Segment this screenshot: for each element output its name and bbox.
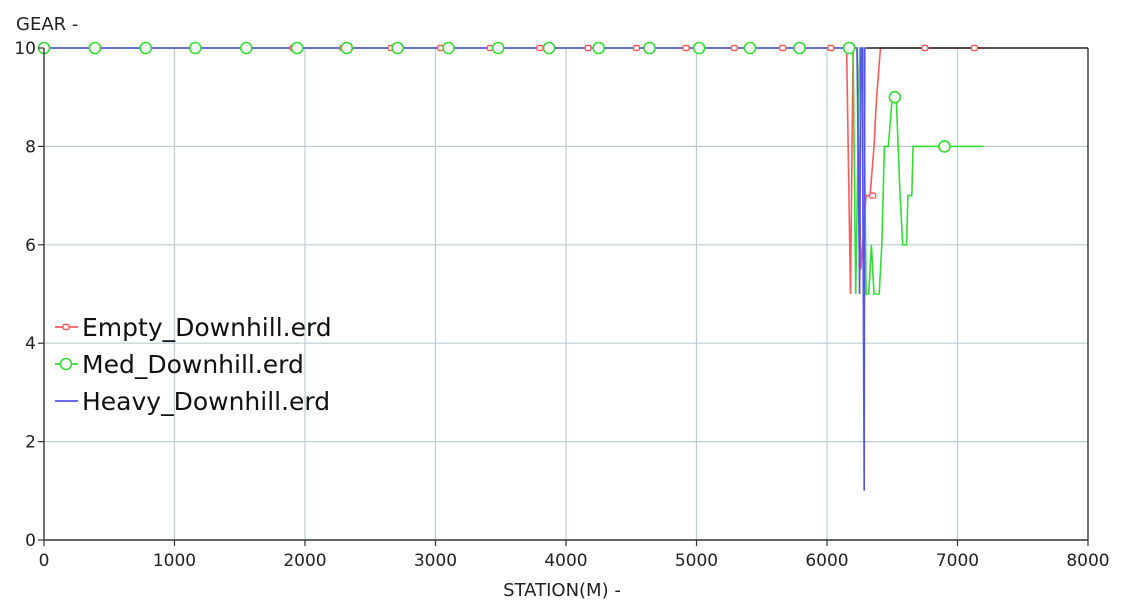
data-point-marker (536, 44, 544, 52)
tick-labels: 0 1000 2000 3000 4000 5000 6000 7000 8000 0 2 4 6 8 10 (14, 39, 1109, 571)
data-point-marker (682, 44, 690, 52)
axes (38, 47, 1089, 546)
data-point-marker (290, 41, 304, 55)
data-point-marker (778, 44, 787, 52)
x-tick-label: 2000 (283, 551, 326, 571)
y-tick-label: 8 (25, 137, 36, 157)
data-point-marker (970, 44, 979, 52)
data-point-marker (643, 41, 656, 55)
data-point-marker (340, 41, 354, 55)
data-point-marker (827, 44, 835, 52)
grid (44, 48, 1088, 540)
data-point-marker (692, 41, 706, 55)
legend-swatch-marker (62, 323, 70, 331)
data-point-marker (842, 41, 856, 55)
x-tick-label: 3000 (414, 551, 457, 571)
y-tick-label: 2 (25, 433, 36, 453)
x-tick-label: 8000 (1066, 551, 1109, 571)
data-point-marker (139, 41, 153, 55)
y-tick-label: 6 (25, 236, 36, 256)
data-point-marker (730, 44, 739, 52)
data-point-marker (491, 41, 505, 55)
x-tick-label: 6000 (805, 551, 848, 571)
data-point-marker (632, 44, 641, 52)
y-axis-title: GEAR - (16, 14, 78, 35)
series-line-3 (44, 47, 867, 491)
data-point-marker (938, 140, 951, 153)
data-point-marker (442, 41, 455, 55)
x-tick-label: 1000 (153, 551, 196, 571)
x-tick-label: 4000 (544, 551, 587, 571)
data-point-marker (239, 41, 253, 55)
data-point-marker (391, 41, 404, 55)
data-point-marker (888, 90, 902, 104)
y-tick-label: 4 (25, 334, 36, 354)
data-point-marker (88, 41, 102, 55)
data-point-marker (542, 41, 556, 55)
series-layer (37, 41, 1088, 491)
y-tick-label: 10 (14, 39, 36, 59)
data-point-marker (584, 44, 592, 52)
data-point-marker (793, 41, 806, 55)
legend-swatch-marker (59, 357, 73, 371)
x-tick-label: 0 (39, 551, 50, 571)
data-point-marker (921, 44, 929, 52)
data-point-marker (743, 41, 757, 55)
y-tick-label: 0 (25, 531, 36, 551)
data-point-marker (189, 41, 202, 55)
x-axis-title: STATION(M) - (503, 580, 621, 601)
legend-label: Med_Downhill.erd (82, 350, 304, 379)
legend-label: Empty_Downhill.erd (82, 313, 332, 342)
x-tick-label: 7000 (936, 551, 979, 571)
legend-label: Heavy_Downhill.erd (82, 387, 330, 416)
data-point-marker (592, 41, 605, 55)
data-point-marker (868, 192, 877, 199)
legend: Empty_Downhill.erd Med_Downhill.erd Heavy_… (55, 313, 332, 416)
x-tick-label: 5000 (675, 551, 718, 571)
